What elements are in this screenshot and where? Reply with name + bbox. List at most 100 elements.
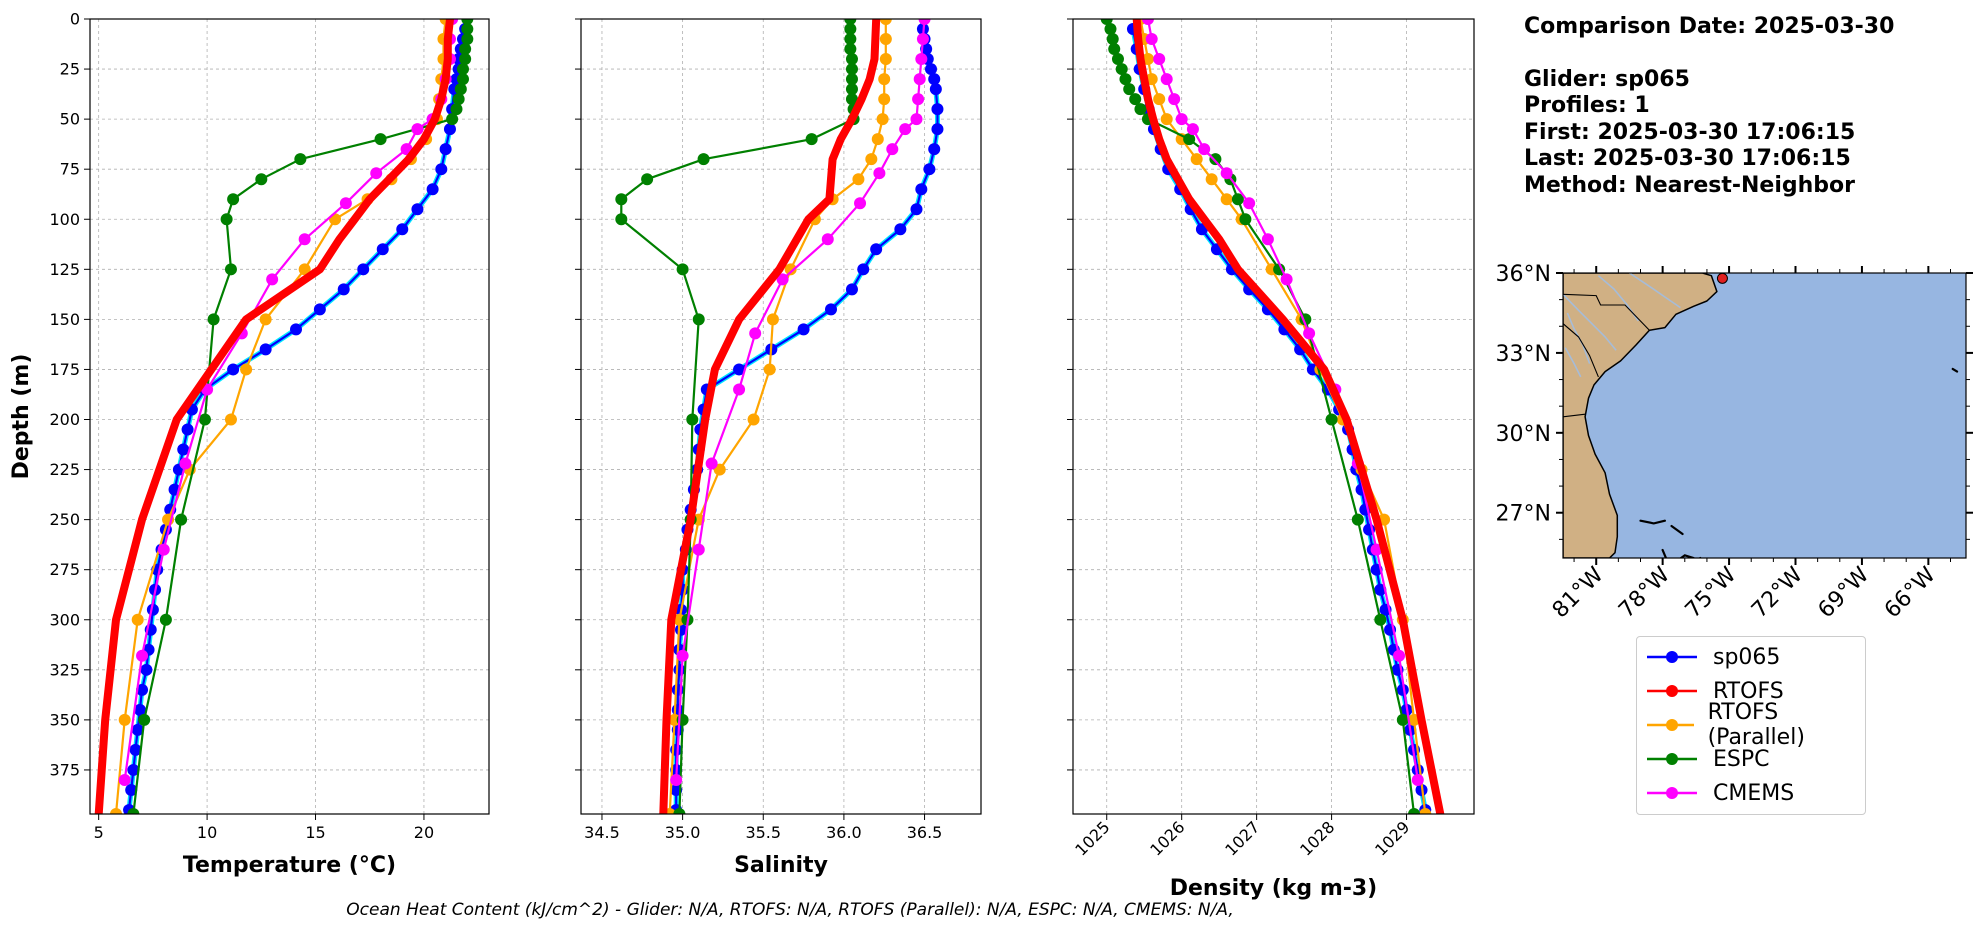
data-point xyxy=(845,283,858,296)
data-point xyxy=(290,323,303,336)
data-point xyxy=(255,173,268,186)
last-time: Last: 2025-03-30 17:06:15 xyxy=(1524,146,1851,171)
island xyxy=(1670,524,1684,536)
data-point xyxy=(337,283,350,296)
state-border xyxy=(1563,323,1599,378)
data-point xyxy=(1396,713,1409,726)
data-point xyxy=(845,83,858,96)
island xyxy=(1951,367,1959,373)
lat-label: 27°N xyxy=(1496,502,1551,527)
y-tick-label: 375 xyxy=(49,760,80,779)
data-point xyxy=(916,33,929,46)
glider-id: Glider: sp065 xyxy=(1524,66,1690,92)
data-point xyxy=(879,33,892,46)
data-point xyxy=(1205,173,1218,186)
data-point xyxy=(1419,808,1432,814)
data-point xyxy=(747,413,760,426)
series-line-espc xyxy=(1105,19,1416,814)
lon-label: 81°W xyxy=(1548,562,1609,623)
data-point xyxy=(733,383,746,396)
lon-label: 75°W xyxy=(1681,562,1742,623)
data-point xyxy=(207,313,220,326)
data-point xyxy=(1280,273,1293,286)
data-point xyxy=(852,173,865,186)
profile-count: Profiles: 1 xyxy=(1524,93,1650,118)
data-point xyxy=(370,167,383,180)
y-tick-label: 250 xyxy=(49,510,80,529)
data-point xyxy=(220,213,233,226)
data-point xyxy=(125,783,138,796)
data-point xyxy=(298,233,311,246)
legend-label: RTOFS xyxy=(1713,678,1784,704)
x-tick-label: 1028 xyxy=(1296,817,1338,859)
data-point xyxy=(1243,197,1256,210)
island xyxy=(1679,554,1695,558)
data-point xyxy=(670,773,683,786)
data-point xyxy=(266,273,279,286)
map-layer xyxy=(1563,273,1959,558)
data-point xyxy=(873,167,886,180)
y-tick-label: 25 xyxy=(60,60,80,79)
river xyxy=(1628,273,1681,309)
legend-label: ESPC xyxy=(1713,746,1770,772)
x-tick-label: 35.5 xyxy=(745,823,781,842)
data-point xyxy=(454,83,467,96)
y-tick-label: 350 xyxy=(49,710,80,729)
series-layer xyxy=(615,19,944,814)
data-point xyxy=(1396,683,1409,696)
data-point xyxy=(844,43,857,56)
data-point xyxy=(1393,649,1406,662)
data-point xyxy=(784,263,797,276)
data-point xyxy=(844,19,857,25)
data-point xyxy=(913,73,926,86)
data-point xyxy=(673,663,686,676)
y-tick-label: 275 xyxy=(49,560,80,579)
data-point xyxy=(931,123,944,136)
data-point xyxy=(1198,143,1211,156)
data-point xyxy=(240,363,253,376)
data-point xyxy=(1160,73,1173,86)
y-tick-label: 325 xyxy=(49,660,80,679)
lon-label: 72°W xyxy=(1747,562,1808,623)
data-point xyxy=(915,183,928,196)
axes-frame xyxy=(580,18,982,815)
data-point xyxy=(797,323,810,336)
legend-label: CMEMS xyxy=(1713,780,1795,806)
data-point xyxy=(1160,113,1173,126)
data-point xyxy=(870,243,883,256)
x-tick-label: 1025 xyxy=(1071,817,1113,859)
x-tick-label: 15 xyxy=(305,823,325,842)
data-point xyxy=(259,313,272,326)
data-point xyxy=(136,649,149,662)
y-tick-label: 75 xyxy=(60,160,80,179)
data-point xyxy=(615,193,628,206)
legend-swatch xyxy=(1647,787,1697,799)
y-tick-label: 0 xyxy=(70,10,80,29)
axes-frame xyxy=(1072,18,1475,815)
series-line-rtofs-parallel- xyxy=(114,19,447,814)
data-point xyxy=(227,193,240,206)
data-point xyxy=(376,243,389,256)
data-point xyxy=(133,703,146,716)
data-point xyxy=(1106,33,1119,46)
lon-label: 69°W xyxy=(1814,562,1875,623)
data-point xyxy=(456,63,469,76)
data-point xyxy=(461,23,474,36)
data-point xyxy=(871,133,884,146)
x-axis-label: Density (kg m-3) xyxy=(1170,876,1378,901)
data-point xyxy=(1183,133,1196,146)
data-point xyxy=(1111,53,1124,66)
profile-panel: 34.5 35.0 35.5 36.0 36.5 Salinity xyxy=(575,18,982,878)
data-point xyxy=(641,173,654,186)
data-point xyxy=(766,313,779,326)
x-tick-label: 35.0 xyxy=(665,823,701,842)
data-point xyxy=(411,203,424,216)
data-point xyxy=(915,53,928,66)
data-point xyxy=(456,73,469,86)
comparison-info: Comparison Date: 2025-03-30 Glider: sp06… xyxy=(1524,14,1894,199)
method: Method: Nearest-Neighbor xyxy=(1524,172,1855,198)
legend-swatch xyxy=(1647,651,1697,663)
data-point xyxy=(865,153,878,166)
profile-panel: 5 10 15 20025507510012515017520022525027530… xyxy=(9,10,490,878)
